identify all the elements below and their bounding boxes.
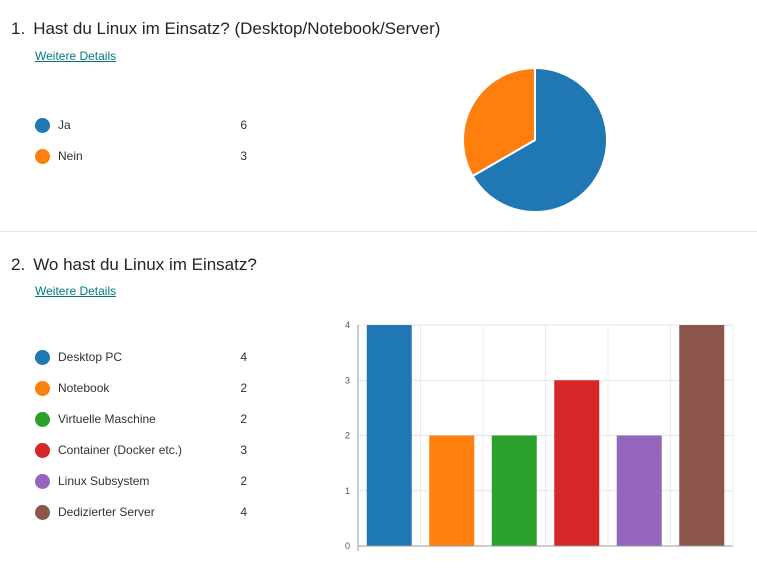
legend-label-linux-subsystem: Linux Subsystem: [58, 474, 150, 488]
legend-item-desktop-pc: Desktop PC 4: [35, 348, 255, 368]
bar-notebook: [429, 435, 475, 546]
pie-chart: [462, 66, 608, 213]
question-2-text: Wo hast du Linux im Einsatz?: [33, 255, 257, 274]
legend-label-desktop-pc: Desktop PC: [58, 350, 123, 364]
pie-slice-ja: [471, 66, 608, 213]
question-1-text: Hast du Linux im Einsatz? (Desktop/Noteb…: [33, 19, 441, 38]
legend-count-ja: 6: [240, 118, 247, 132]
question-1-number: 1.: [11, 19, 26, 38]
question-1: 1. Hast du Linux im Einsatz? (Desktop/Not…: [0, 0, 757, 232]
question-2-number: 2.: [11, 255, 26, 274]
legend-count-desktop-pc: 4: [240, 350, 247, 364]
question-2-title: 2. Wo hast du Linux im Einsatz?: [11, 255, 257, 275]
legend-dot-desktop-pc: [35, 350, 50, 365]
legend-dot-linux-subsystem: [35, 474, 50, 489]
question-2: 2. Wo hast du Linux im Einsatz? Weitere D…: [0, 236, 757, 576]
legend-dot-container: [35, 443, 50, 458]
legend-label-nein: Nein: [58, 149, 83, 163]
legend-count-linux-subsystem: 2: [240, 474, 247, 488]
legend-item-nein: Nein 3: [35, 147, 255, 167]
legend-item-ja: Ja 6: [35, 116, 255, 136]
legend-dot-ja: [35, 118, 50, 133]
legend-dot-nein: [35, 149, 50, 164]
question-2-details-link[interactable]: Weitere Details: [35, 284, 117, 298]
question-1-details-link[interactable]: Weitere Details: [35, 49, 117, 63]
bar-linux-subsystem: [616, 435, 662, 546]
legend-label-virtuelle-maschine: Virtuelle Maschine: [58, 412, 156, 426]
bar-container-docker-etc: [554, 380, 600, 546]
legend-label-notebook: Notebook: [58, 381, 110, 395]
y-tick-label-4: 4: [345, 320, 350, 330]
legend-count-dedizierter-server: 4: [240, 505, 247, 519]
y-tick-label-2: 2: [345, 431, 350, 441]
legend-label-container: Container (Docker etc.): [58, 443, 183, 457]
legend-item-container: Container (Docker etc.) 3: [35, 441, 255, 461]
y-tick-label-0: 0: [345, 541, 350, 551]
bar-dedizierter-server: [679, 325, 725, 546]
y-tick-label-1: 1: [345, 486, 350, 496]
legend-item-notebook: Notebook 2: [35, 379, 255, 399]
legend-dot-dedizierter-server: [35, 505, 50, 520]
legend-count-nein: 3: [240, 149, 247, 163]
bar-desktop-pc: [366, 325, 412, 546]
legend-count-virtuelle-maschine: 2: [240, 412, 247, 426]
legend-label-ja: Ja: [58, 118, 71, 132]
legend-count-container: 3: [240, 443, 247, 457]
legend-dot-virtuelle-maschine: [35, 412, 50, 427]
y-tick-label-3: 3: [345, 375, 350, 385]
bar-chart: 0 1 2 3 4: [345, 320, 734, 551]
legend-item-linux-subsystem: Linux Subsystem 2: [35, 472, 255, 492]
legend-count-notebook: 2: [240, 381, 247, 395]
bar-virtuelle-maschine: [491, 435, 537, 546]
legend-item-dedizierter-server: Dedizierter Server 4: [35, 503, 255, 523]
legend-dot-notebook: [35, 381, 50, 396]
question-1-title: 1. Hast du Linux im Einsatz? (Desktop/Not…: [11, 19, 440, 39]
pie-slice-nein: [462, 66, 536, 178]
legend-item-virtuelle-maschine: Virtuelle Maschine 2: [35, 410, 255, 430]
legend-label-dedizierter-server: Dedizierter Server: [58, 505, 155, 519]
